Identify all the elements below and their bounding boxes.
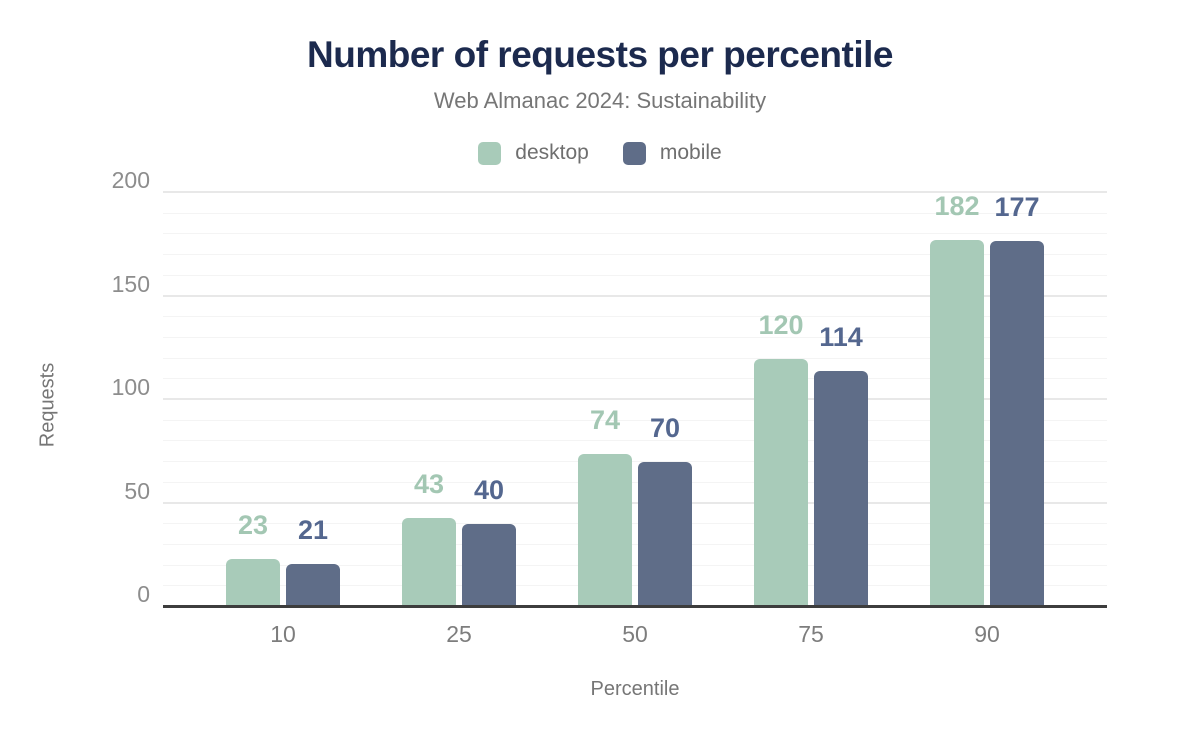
y-tick-label: 200 xyxy=(111,167,150,193)
x-tick-label: 75 xyxy=(798,621,824,647)
minor-gridline xyxy=(163,564,1107,566)
minor-gridline xyxy=(163,378,1107,380)
x-axis-line xyxy=(163,605,1107,608)
legend-label-desktop: desktop xyxy=(515,141,589,164)
y-axis-title: Requests xyxy=(36,362,59,448)
bar-group-25: 43 40 xyxy=(371,193,547,607)
minor-gridline xyxy=(163,336,1107,338)
legend-item-desktop[interactable]: desktop xyxy=(478,141,589,165)
bar-value-label-desktop-50: 74 xyxy=(589,404,621,435)
y-tick-label: 100 xyxy=(111,374,150,400)
minor-gridline xyxy=(163,419,1107,421)
minor-gridline xyxy=(163,357,1107,359)
minor-gridline xyxy=(163,585,1107,587)
y-axis-ticks: 0 50 100 150 200 xyxy=(0,167,150,607)
major-gridline xyxy=(163,398,1107,400)
bar-mobile-10[interactable] xyxy=(286,563,340,607)
x-axis-title: Percentile xyxy=(590,678,680,700)
bar-desktop-50[interactable] xyxy=(578,453,632,607)
bar-column-mobile-75: 114 xyxy=(814,193,868,607)
legend-label-mobile: mobile xyxy=(659,141,722,164)
bar-desktop-10[interactable] xyxy=(226,559,280,607)
legend: desktop mobile xyxy=(0,141,1200,165)
chart-title: Number of requests per percentile xyxy=(307,34,893,75)
bars-layer: 23 21 43 40 74 70 120 114 182 177 xyxy=(163,193,1107,607)
chart-subtitle: Web Almanac 2024: Sustainability xyxy=(433,88,767,113)
bar-mobile-90[interactable] xyxy=(990,240,1044,607)
bar-column-desktop-10: 23 xyxy=(226,193,280,607)
minor-gridline xyxy=(163,481,1107,483)
x-tick-label: 10 xyxy=(270,621,296,647)
bar-column-mobile-50: 70 xyxy=(638,193,692,607)
bar-mobile-75[interactable] xyxy=(814,371,868,607)
bar-value-label-desktop-90: 182 xyxy=(934,191,980,221)
bar-column-desktop-25: 43 xyxy=(402,193,456,607)
bar-column-desktop-50: 74 xyxy=(578,193,632,607)
bar-value-label-desktop-75: 120 xyxy=(758,309,804,340)
bar-value-label-mobile-90: 177 xyxy=(994,191,1040,222)
minor-gridline xyxy=(163,440,1107,442)
major-gridline xyxy=(163,191,1107,193)
bar-desktop-75[interactable] xyxy=(754,358,808,607)
bar-desktop-90[interactable] xyxy=(930,240,984,607)
bar-value-label-mobile-50: 70 xyxy=(649,413,681,444)
minor-gridline xyxy=(163,254,1107,256)
bar-group-90: 182 177 xyxy=(899,193,1075,607)
bar-group-10: 23 21 xyxy=(195,193,371,607)
bar-mobile-50[interactable] xyxy=(638,462,692,607)
x-tick-label: 90 xyxy=(974,621,1000,647)
minor-gridline xyxy=(163,543,1107,545)
minor-gridline xyxy=(163,523,1107,525)
bar-group-75: 120 114 xyxy=(723,193,899,607)
minor-gridline xyxy=(163,212,1107,214)
bar-mobile-25[interactable] xyxy=(462,524,516,607)
minor-gridline xyxy=(163,274,1107,276)
minor-gridline xyxy=(163,316,1107,318)
bar-column-mobile-25: 40 xyxy=(462,193,516,607)
bar-value-label-desktop-10: 23 xyxy=(237,510,269,541)
x-axis-ticks: 10 25 50 75 90 xyxy=(163,621,1107,648)
minor-gridline xyxy=(163,461,1107,463)
y-tick-label: 50 xyxy=(124,477,150,504)
bar-desktop-25[interactable] xyxy=(402,518,456,607)
minor-gridline xyxy=(163,233,1107,235)
bar-value-label-desktop-25: 43 xyxy=(413,469,445,499)
bar-group-50: 74 70 xyxy=(547,193,723,607)
bar-value-label-mobile-10: 21 xyxy=(297,514,329,545)
x-tick-label: 25 xyxy=(446,621,472,647)
desktop-series-swatch xyxy=(478,141,502,165)
bar-column-mobile-90: 177 xyxy=(990,193,1044,607)
mobile-series-swatch xyxy=(622,141,646,165)
bar-value-label-mobile-25: 40 xyxy=(473,475,505,506)
bar-column-desktop-75: 120 xyxy=(754,193,808,607)
bar-column-mobile-10: 21 xyxy=(286,193,340,607)
bar-value-label-mobile-75: 114 xyxy=(819,322,863,353)
plot-area: 23 21 43 40 74 70 120 114 182 177 xyxy=(163,191,1107,608)
y-tick-label: 0 xyxy=(137,581,150,607)
x-tick-label: 50 xyxy=(622,621,648,647)
y-tick-label: 150 xyxy=(111,270,150,297)
bar-column-desktop-90: 182 xyxy=(930,193,984,607)
legend-item-mobile[interactable]: mobile xyxy=(622,141,722,165)
major-gridline xyxy=(163,294,1107,297)
major-gridline xyxy=(163,501,1107,504)
